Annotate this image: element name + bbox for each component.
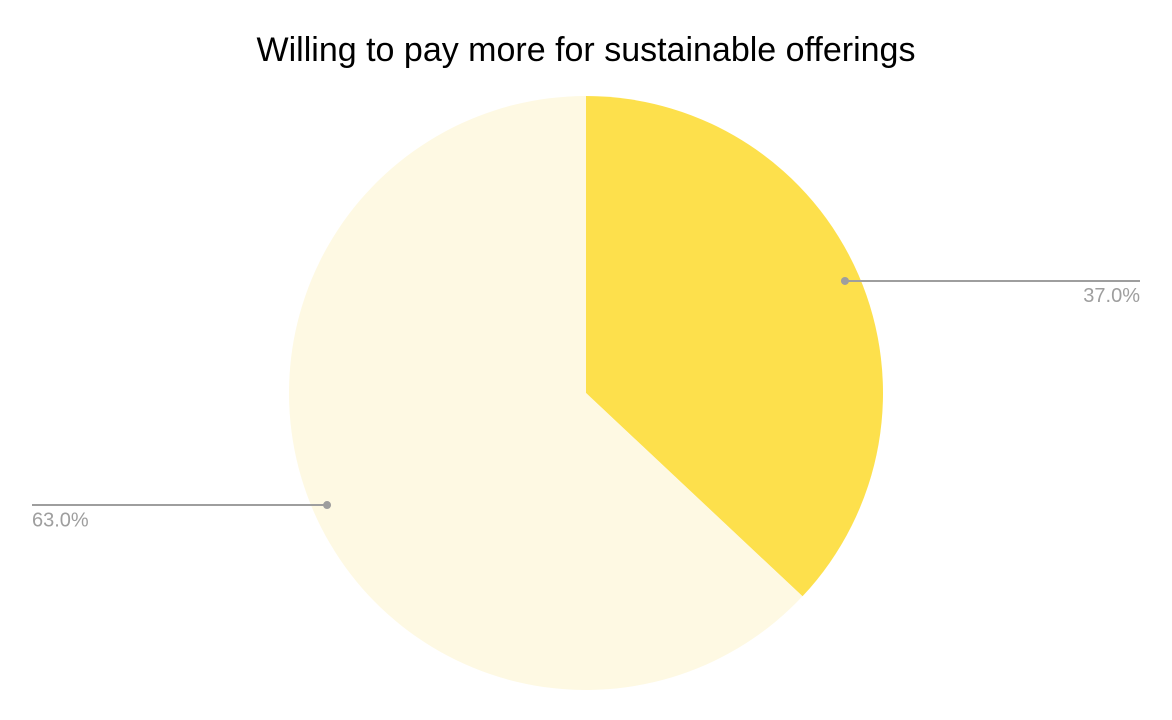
pie-slice bbox=[586, 96, 883, 597]
value-label: 63.0% bbox=[32, 509, 89, 531]
value-label: 37.0% bbox=[1083, 285, 1140, 307]
leader-dot bbox=[840, 276, 849, 285]
leader-dot bbox=[323, 501, 332, 510]
chart-title: Willing to pay more for sustainable offe… bbox=[257, 31, 916, 69]
pie-slice bbox=[288, 96, 803, 690]
